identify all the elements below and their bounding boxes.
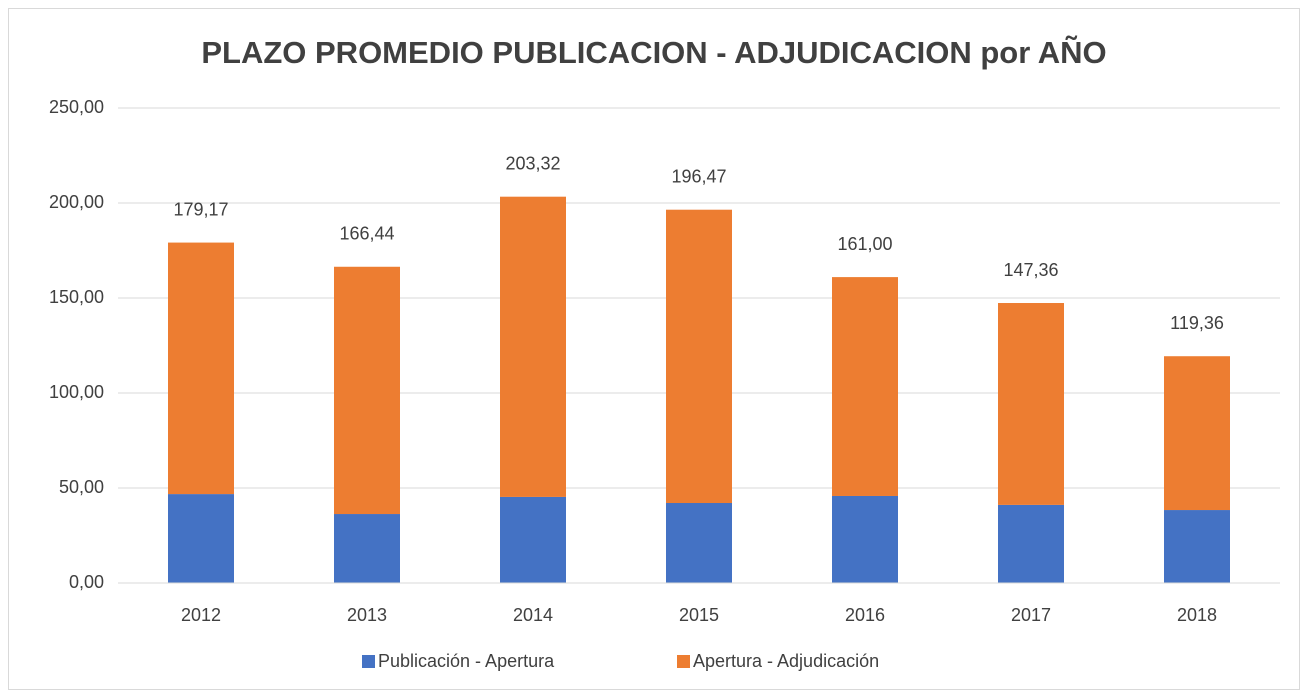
x-tick-label: 2013 — [347, 605, 387, 625]
legend-label: Apertura - Adjudicación — [693, 651, 879, 671]
bar-segment — [832, 495, 898, 583]
legend-swatch — [677, 655, 690, 668]
total-label: 179,17 — [173, 199, 228, 219]
x-tick-label: 2014 — [513, 605, 553, 625]
bar-segment — [500, 496, 566, 583]
bar-segment — [832, 277, 898, 496]
x-tick-label: 2012 — [181, 605, 221, 625]
bar-segment — [998, 504, 1064, 583]
chart-title: PLAZO PROMEDIO PUBLICACION - ADJUDICACIO… — [201, 35, 1106, 70]
legend-swatch — [362, 655, 375, 668]
total-label: 119,36 — [1170, 313, 1224, 333]
bar-segment — [334, 266, 400, 515]
x-tick-label: 2016 — [845, 605, 885, 625]
y-tick-label: 50,00 — [59, 477, 104, 497]
total-label: 147,36 — [1003, 260, 1058, 280]
total-label: 166,44 — [339, 224, 394, 244]
bar-segment — [334, 514, 400, 583]
y-tick-label: 150,00 — [49, 287, 104, 307]
y-tick-label: 200,00 — [49, 192, 104, 212]
bar-segment — [168, 494, 234, 583]
bar-segment — [998, 303, 1064, 505]
x-tick-label: 2018 — [1177, 605, 1217, 625]
bar-segment — [168, 242, 234, 495]
y-tick-label: 0,00 — [69, 572, 104, 592]
y-tick-label: 250,00 — [49, 97, 104, 117]
bar-segment — [1164, 510, 1230, 583]
x-tick-label: 2017 — [1011, 605, 1051, 625]
bar-segment — [500, 196, 566, 497]
total-label: 161,00 — [837, 234, 892, 254]
x-tick-label: 2015 — [679, 605, 719, 625]
bar-segment — [1164, 356, 1230, 511]
y-tick-label: 100,00 — [49, 382, 104, 402]
legend-label: Publicación - Apertura — [378, 651, 555, 671]
bar-segment — [666, 503, 732, 583]
total-label: 196,47 — [671, 166, 726, 186]
total-label: 203,32 — [505, 153, 560, 173]
bar-segment — [666, 209, 732, 504]
